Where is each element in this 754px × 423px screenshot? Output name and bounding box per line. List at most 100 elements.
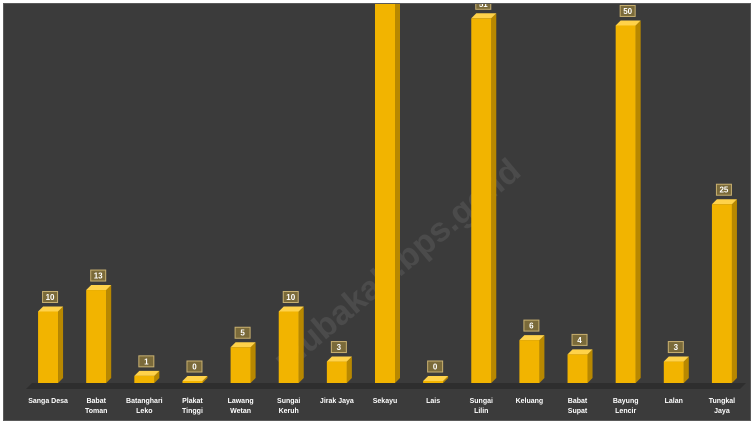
category-label: Tungkal Jaya xyxy=(709,398,735,415)
bar-top xyxy=(182,376,208,381)
category-label: Plakat Tinggi xyxy=(182,398,203,415)
category-label: Lalan xyxy=(665,398,683,405)
bar-top xyxy=(567,349,593,355)
category-label: Sekayu xyxy=(373,398,398,405)
bar-side xyxy=(635,20,641,384)
data-label-text: 1 xyxy=(144,357,149,366)
bar-side xyxy=(731,199,737,383)
bar-top xyxy=(663,356,689,362)
bar-front xyxy=(519,340,540,383)
bar-top xyxy=(326,356,352,362)
data-label-text: 0 xyxy=(433,363,438,372)
bar xyxy=(326,356,352,383)
chart-floor xyxy=(26,383,746,389)
data-label-text: 50 xyxy=(623,7,632,16)
data-label: 5 xyxy=(234,326,251,339)
bar xyxy=(38,306,64,383)
bar-side xyxy=(346,356,352,383)
bar xyxy=(567,349,593,383)
bar xyxy=(134,370,160,383)
bar-side xyxy=(298,306,304,383)
data-label: 10 xyxy=(42,290,59,303)
category-label: Jirak Jaya xyxy=(320,398,354,405)
bar xyxy=(471,13,497,384)
bar-front xyxy=(326,361,347,383)
category-label: Lais xyxy=(426,398,440,405)
data-label-box xyxy=(475,4,492,10)
category-label: Babat Supat xyxy=(568,398,588,415)
data-label-box xyxy=(427,360,444,373)
bar-side xyxy=(154,370,160,383)
data-label-text: 25 xyxy=(719,186,728,195)
data-label-text: 6 xyxy=(529,322,534,331)
data-label: 3 xyxy=(667,341,684,354)
data-label-box xyxy=(42,290,59,303)
bar-side xyxy=(683,356,689,383)
bar xyxy=(86,285,112,383)
data-label-box xyxy=(90,269,107,282)
data-label: 1 xyxy=(138,355,155,368)
category-label: Babat Toman xyxy=(85,398,107,415)
data-label-text: 0 xyxy=(192,363,197,372)
bar-front xyxy=(182,381,203,383)
bar-top xyxy=(278,306,304,312)
bar xyxy=(375,4,400,383)
bar xyxy=(182,376,208,383)
data-label: 0 xyxy=(186,360,203,373)
bar-front xyxy=(471,18,492,384)
data-label: 50 xyxy=(619,4,636,17)
bar-front xyxy=(615,25,636,384)
data-label-text: 13 xyxy=(94,272,103,281)
bar-front xyxy=(38,311,59,383)
bar-side xyxy=(491,13,497,384)
bar xyxy=(278,306,304,383)
data-label-box xyxy=(667,341,684,354)
bar xyxy=(230,342,256,383)
bar xyxy=(615,20,641,384)
data-label-box xyxy=(282,290,299,303)
bar-top xyxy=(471,13,497,19)
bar-side xyxy=(202,376,208,383)
bar-top xyxy=(519,335,545,341)
bar-front xyxy=(278,311,299,383)
bar-top xyxy=(86,285,112,291)
bar xyxy=(711,199,737,383)
data-label: 10 xyxy=(282,290,299,303)
data-label-text: 3 xyxy=(337,343,342,352)
category-label: Bayung Lencir xyxy=(613,398,639,415)
data-label-text: 10 xyxy=(286,293,295,302)
bar-front xyxy=(86,290,107,383)
bar-side xyxy=(395,4,400,383)
bar-front xyxy=(663,361,684,383)
data-label: 4 xyxy=(571,333,588,346)
category-label: Sungai Keruh xyxy=(277,398,300,415)
bar-side xyxy=(106,285,112,383)
bar-front xyxy=(375,4,395,383)
data-label-box xyxy=(234,326,251,339)
data-label: 6 xyxy=(523,319,540,332)
data-label-text: 5 xyxy=(240,329,245,338)
data-label-box xyxy=(619,4,636,17)
data-label-box xyxy=(523,319,540,332)
category-label: Sanga Desa xyxy=(28,398,68,405)
data-label: 25 xyxy=(715,183,732,196)
bar-top xyxy=(711,199,737,205)
bar-front xyxy=(711,204,732,383)
data-label-box xyxy=(715,183,732,196)
bar xyxy=(519,335,545,383)
bar-front xyxy=(567,354,588,383)
bar-front xyxy=(230,347,251,383)
data-label-box xyxy=(186,360,203,373)
data-label-box xyxy=(330,341,347,354)
bar-side xyxy=(587,349,593,383)
bar-top xyxy=(230,342,256,348)
category-label: Lawang Wetan xyxy=(228,398,254,415)
bar xyxy=(423,376,449,383)
bar xyxy=(663,356,689,383)
bar-side xyxy=(250,342,256,383)
bar-top xyxy=(423,376,449,381)
bar-side xyxy=(539,335,545,383)
category-label: Keluang xyxy=(516,398,544,405)
